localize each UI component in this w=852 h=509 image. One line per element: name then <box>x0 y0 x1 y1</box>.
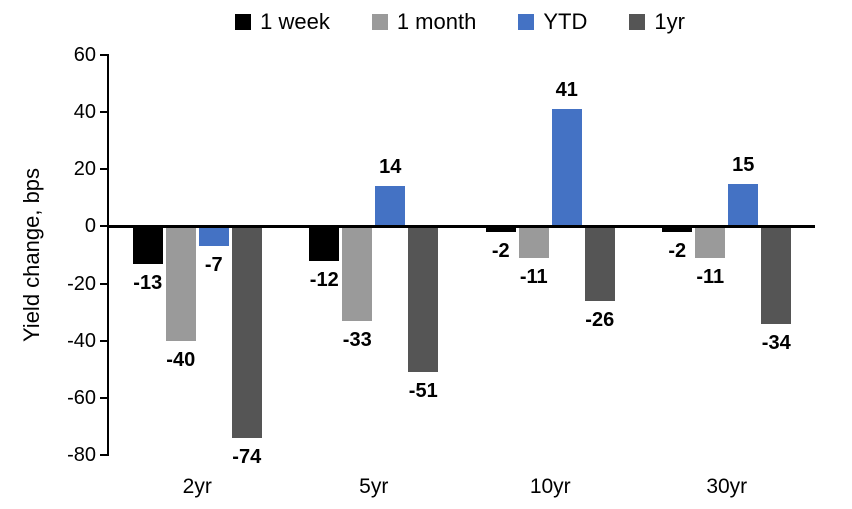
bar-value-label-ytd-2yr: -7 <box>204 254 223 277</box>
x-axis-category-label-2yr: 2yr <box>182 475 212 498</box>
y-axis-tick-label: 0 <box>84 215 96 238</box>
bar-value-label-1yr-5yr: -51 <box>408 380 438 403</box>
y-axis-tick-label: 60 <box>73 44 96 66</box>
legend-item-1-week: 1 week <box>235 10 330 34</box>
bar-ytd-10yr <box>551 109 582 227</box>
bar-1yr-5yr <box>408 226 439 373</box>
y-axis-tick-label: -80 <box>67 444 96 466</box>
x-axis-zero-line <box>107 224 815 228</box>
bar-value-label-ytd-5yr: 14 <box>379 156 402 179</box>
legend-label-1-month: 1 month <box>396 9 477 34</box>
plot-area: -13 -40 -7 -74 2yr -12 -33 14 -51 5yr -2 -11 41 -26 10… <box>100 54 815 498</box>
legend-swatch-1-week-icon <box>235 14 252 30</box>
y-axis-tick-label: -60 <box>67 386 96 409</box>
y-axis-tick-label: 20 <box>73 158 96 181</box>
y-axis-tick-labels: 60 40 20 0 -20 -40 -60 -80 <box>0 44 96 466</box>
y-axis-tick-label: -20 <box>67 272 96 295</box>
x-axis-category-label-30yr: 30yr <box>706 475 748 498</box>
bar-value-label-1-month-30yr: -11 <box>696 265 725 288</box>
bar-1-week-2yr <box>132 226 163 264</box>
legend-label-ytd: YTD <box>543 9 588 34</box>
y-axis-tick-label: 40 <box>73 101 96 124</box>
bar-value-label-1yr-10yr: -26 <box>585 308 615 331</box>
y-axis-tick-mark <box>100 282 109 285</box>
bar-ytd-2yr <box>198 226 229 247</box>
bar-1-month-10yr <box>518 226 549 258</box>
legend-label-1yr: 1yr <box>654 9 685 34</box>
bar-value-label-1yr-2yr: -74 <box>232 445 262 468</box>
y-axis-tick-mark <box>100 54 109 56</box>
y-axis-tick-mark <box>100 396 109 399</box>
bar-value-label-1-week-30yr: -2 <box>668 240 687 263</box>
x-axis-category-label-5yr: 5yr <box>359 475 389 498</box>
bar-ytd-30yr <box>728 183 759 227</box>
bar-1-month-5yr <box>342 226 373 321</box>
legend-item-ytd: YTD <box>518 10 587 34</box>
legend-label-1-week: 1 week <box>260 9 330 34</box>
bar-1-week-30yr <box>662 226 693 233</box>
bar-value-label-ytd-30yr: 15 <box>732 153 755 176</box>
bar-value-label-ytd-10yr: 41 <box>555 79 578 102</box>
bar-ytd-5yr <box>375 186 406 227</box>
legend-item-1-month: 1 month <box>371 9 477 34</box>
bar-value-label-1-month-5yr: -33 <box>342 328 372 351</box>
bar-1yr-30yr <box>761 226 792 324</box>
bar-1yr-10yr <box>584 226 615 301</box>
legend-swatch-ytd-icon <box>518 14 535 30</box>
bar-value-label-1yr-30yr: -34 <box>761 331 791 354</box>
chart-legend: 1 week 1 month YTD 1yr <box>107 10 813 34</box>
legend-item-1yr: 1yr <box>629 10 685 34</box>
bar-1-week-5yr <box>309 226 340 261</box>
y-axis-tick-mark <box>100 339 109 342</box>
y-axis-tick-label: -40 <box>67 329 96 352</box>
bar-1-month-2yr <box>165 226 196 341</box>
bar-1yr-2yr <box>231 226 262 438</box>
y-axis-tick-mark <box>100 454 109 456</box>
bar-value-label-1-month-2yr: -40 <box>166 348 196 371</box>
bar-value-label-1-week-10yr: -2 <box>491 240 510 263</box>
y-axis-tick-mark <box>100 168 109 171</box>
y-axis-tick-mark <box>100 225 109 228</box>
bar-value-label-1-month-10yr: -11 <box>519 265 548 288</box>
bar-value-label-1-week-2yr: -13 <box>133 271 163 294</box>
legend-swatch-1yr-icon <box>629 14 646 30</box>
bar-1-week-10yr <box>485 226 516 233</box>
bar-1-month-30yr <box>695 226 726 258</box>
legend-swatch-1-month-icon <box>371 14 388 30</box>
y-axis-tick-mark <box>100 111 109 114</box>
bar-value-label-1-week-5yr: -12 <box>309 268 339 291</box>
x-axis-category-label-10yr: 10yr <box>529 475 571 498</box>
